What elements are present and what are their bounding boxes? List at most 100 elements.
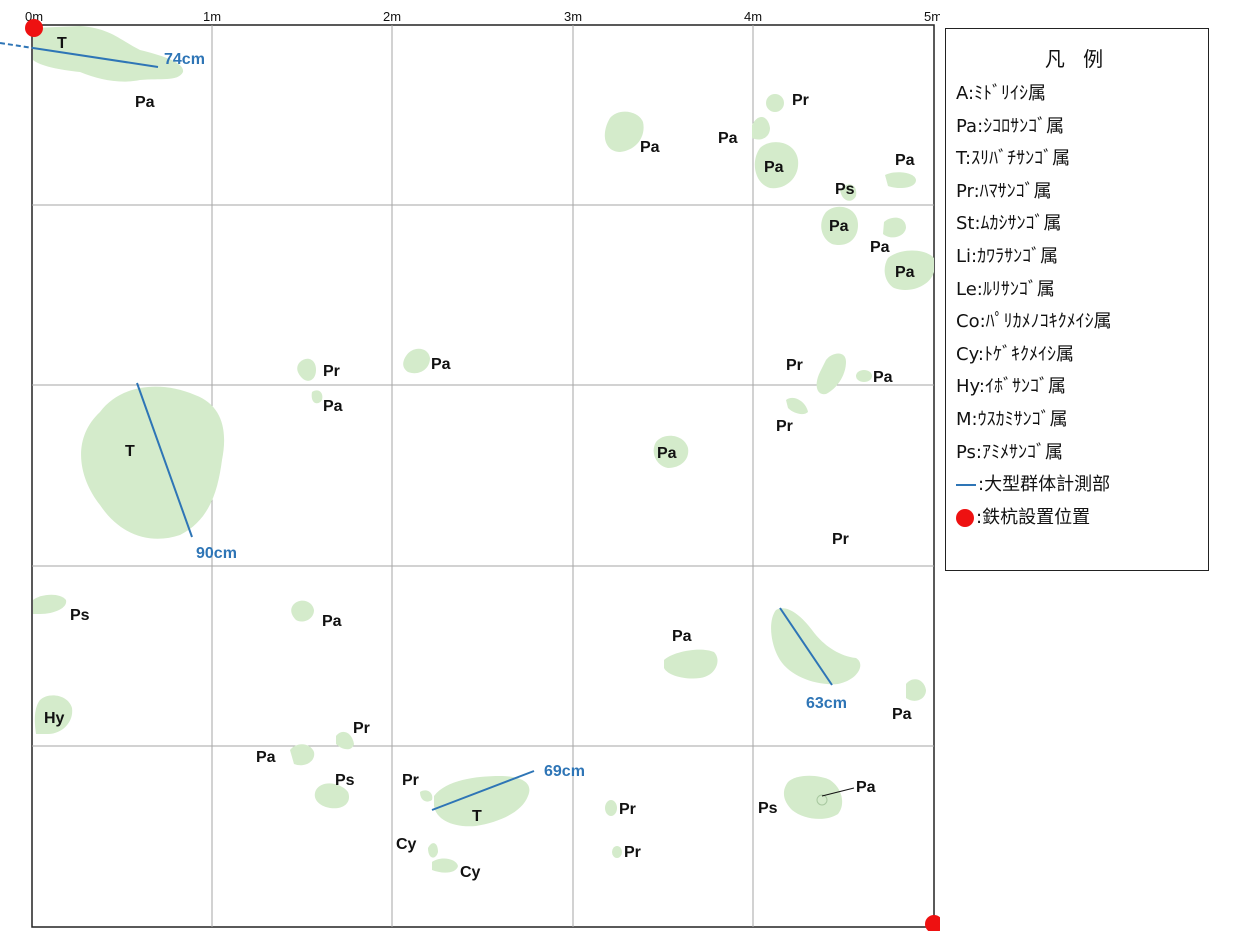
legend-stake-row: :鉄杭設置位置	[946, 502, 1208, 535]
genus-label: Pa	[322, 613, 342, 630]
genus-label: Pa	[256, 749, 276, 766]
coral-colony	[81, 386, 225, 539]
legend-item: Pa:ｼｺﾛｻﾝｺﾞ属	[956, 115, 1065, 137]
genus-label: Pa	[856, 779, 876, 796]
genus-label: Hy	[44, 710, 65, 727]
genus-label: T	[472, 808, 482, 825]
coral-colony	[885, 172, 916, 188]
coral-colony	[816, 353, 846, 395]
coral-distribution-map: 0m 1m 2m 3m 4m 5m	[0, 9, 940, 931]
genus-label: Pa	[323, 398, 343, 415]
legend-item: M:ｳｽｶﾐｻﾝｺﾞ属	[956, 408, 1068, 430]
coral-colony	[786, 397, 808, 415]
measure-label: 69cm	[544, 763, 585, 780]
axis-label-4m: 4m	[744, 9, 762, 24]
coral-colony	[428, 843, 438, 858]
genus-label: Pr	[323, 363, 340, 380]
coral-colony	[605, 800, 617, 816]
genus-label: Pa	[640, 139, 660, 156]
genus-label: Ps	[70, 607, 90, 624]
measure-line	[779, 607, 833, 686]
legend-box: 凡 例 A:ﾐﾄﾞﾘｲｼ属 Pa:ｼｺﾛｻﾝｺﾞ属 T:ｽﾘﾊﾞﾁｻﾝｺﾞ属 P…	[945, 28, 1209, 571]
legend-item: Cy:ﾄｹﾞｷｸﾒｲｼ属	[956, 343, 1074, 365]
legend-title: 凡 例	[1044, 47, 1110, 71]
axis-label-3m: 3m	[564, 9, 582, 24]
grid	[32, 25, 934, 927]
genus-label: Pa	[873, 369, 893, 386]
legend-stake-label: :鉄杭設置位置	[976, 506, 1091, 528]
genus-label: Pr	[792, 92, 809, 109]
genus-label: Cy	[396, 836, 417, 853]
coral-colony	[754, 142, 799, 189]
coral-colony	[291, 600, 314, 622]
axis-label-5m: 5m	[924, 9, 940, 24]
axis-labels: 0m 1m 2m 3m 4m 5m	[25, 9, 940, 24]
coral-colony	[34, 695, 73, 734]
map-frame	[31, 24, 935, 928]
genus-label: Pa	[672, 628, 692, 645]
coral-colony	[821, 206, 858, 246]
genus-label: Pa	[870, 239, 890, 256]
coral-colony	[33, 26, 184, 82]
genus-label: Ps	[758, 800, 778, 817]
coral-colony	[311, 390, 323, 404]
coral-colony	[766, 94, 784, 112]
genus-label: Pa	[657, 445, 677, 462]
coral-colony	[664, 649, 718, 679]
stake-dot-symbol	[956, 508, 974, 527]
iron-stake-marker	[25, 19, 43, 37]
measure-line	[136, 382, 193, 538]
coral-colony	[434, 776, 530, 827]
genus-label: Pa	[895, 264, 915, 281]
genus-labels: T Pa Pa Pr Pa Pa Pa Ps Pa Pa Pa Pr Pa Pa…	[44, 35, 915, 881]
legend-item: Li:ｶﾜﾗｻﾝｺﾞ属	[956, 245, 1059, 267]
legend-measure-label: :大型群体計測部	[978, 474, 1111, 496]
coral-colony	[752, 117, 770, 140]
coral-colony	[33, 594, 67, 614]
measure-line-symbol	[956, 484, 976, 487]
coral-colony	[314, 783, 350, 809]
coral-colony	[816, 794, 828, 806]
coral-colony	[290, 744, 315, 766]
genus-label: Pa	[895, 152, 915, 169]
genus-label: Pa	[431, 356, 451, 373]
coral-colony	[403, 348, 430, 374]
measure-label: 90cm	[196, 545, 237, 562]
legend-item: A:ﾐﾄﾞﾘｲｼ属	[956, 83, 1047, 104]
measure-line-dashed	[0, 42, 34, 49]
genus-label: Pr	[786, 357, 803, 374]
coral-colony	[883, 217, 906, 238]
legend-item: T:ｽﾘﾊﾞﾁｻﾝｺﾞ属	[956, 148, 1071, 170]
leader-line	[821, 787, 855, 797]
genus-label: Pr	[353, 720, 370, 737]
legend-item: St:ﾑｶｼｻﾝｺﾞ属	[956, 213, 1062, 235]
legend-item: Co:ﾊﾟﾘｶﾒﾉｺｷｸﾒｲｼ属	[956, 311, 1112, 333]
genus-label: Cy	[460, 864, 481, 881]
coral-colony	[783, 775, 843, 819]
iron-stake-marker	[925, 915, 940, 931]
genus-label: Pr	[776, 418, 793, 435]
coral-colony	[856, 370, 872, 382]
legend-item: Pr:ﾊﾏｻﾝｺﾞ属	[956, 180, 1052, 202]
coral-colony	[336, 731, 354, 750]
genus-label: Pa	[718, 130, 738, 147]
genus-label: T	[57, 35, 67, 52]
measure-line	[431, 770, 535, 811]
coral-colony	[612, 846, 622, 858]
genus-label: Pa	[829, 218, 849, 235]
coral-colony	[906, 679, 926, 701]
legend-item: Hy:ｲﾎﾞｻﾝｺﾞ属	[956, 376, 1066, 398]
genus-label: Pr	[624, 844, 641, 861]
measure-label: 74cm	[164, 51, 205, 68]
genus-label: Pr	[619, 801, 636, 818]
coral-colony	[653, 435, 689, 468]
genus-label: Pa	[892, 706, 912, 723]
axis-label-1m: 1m	[203, 9, 221, 24]
genus-label: T	[125, 443, 135, 460]
coral-colony	[432, 858, 458, 873]
genus-label: Pa	[135, 94, 155, 111]
genus-label: Pa	[764, 159, 784, 176]
coral-colony	[884, 250, 934, 291]
legend-measure-row: :大型群体計測部	[946, 469, 1208, 502]
measurement-lines	[0, 42, 833, 811]
